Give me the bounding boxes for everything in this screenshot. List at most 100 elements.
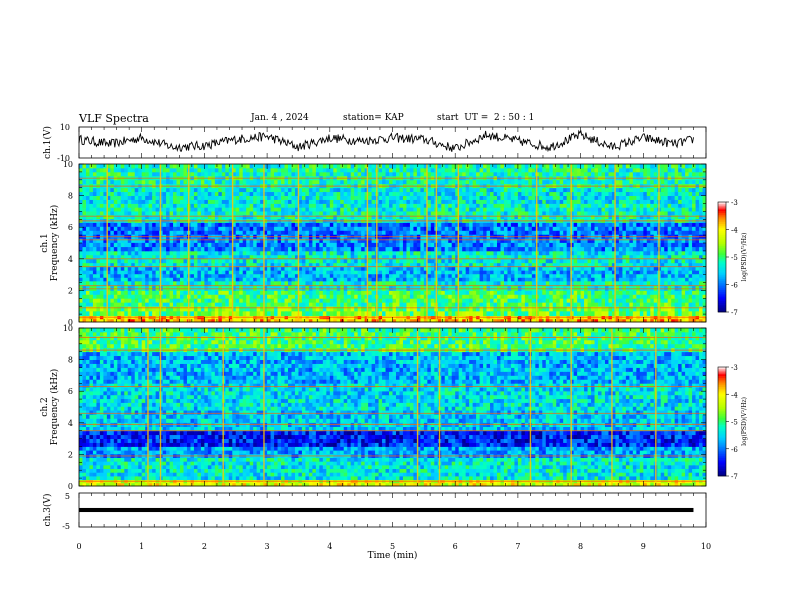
spectro-cell — [591, 273, 595, 278]
spectro-cell — [235, 302, 240, 307]
spectro-cell — [92, 277, 97, 282]
spectro-cell — [598, 230, 602, 235]
spectro-cell — [427, 226, 432, 231]
spectro-cell — [389, 285, 393, 291]
spectro-cell — [591, 290, 595, 295]
spectro-cell — [594, 258, 599, 264]
spectro-cell — [692, 302, 696, 307]
spectro-cell — [124, 298, 129, 303]
spectro-cell — [462, 270, 467, 275]
spectro-cell — [291, 290, 296, 295]
spectro-cell — [89, 211, 94, 216]
spectro-cell — [124, 290, 129, 295]
spectro-cell — [566, 306, 571, 312]
spectro-cell — [232, 294, 237, 299]
spectro-cell — [430, 258, 435, 264]
spectro-cell — [549, 262, 554, 268]
spectro-cell — [371, 238, 376, 243]
spectro-cell — [228, 280, 233, 287]
spectro-cell — [674, 270, 679, 275]
spectro-cell — [416, 298, 421, 303]
spectro-cell — [117, 250, 122, 256]
spectro-cell — [343, 285, 348, 291]
spectro-cell — [155, 310, 160, 317]
spectro-cell — [490, 230, 494, 235]
spectro-cell — [200, 230, 205, 235]
spectro-cell — [695, 222, 700, 227]
spectro-cell — [437, 242, 442, 248]
spectro-cell — [200, 250, 205, 256]
spectro-cell — [580, 238, 585, 243]
spectro-cell — [692, 262, 696, 268]
spectro-cell — [639, 238, 644, 243]
spectro-cell — [646, 280, 651, 287]
spectro-cell — [106, 250, 111, 256]
spectro-cell — [611, 273, 616, 278]
spectro-cell — [308, 262, 313, 268]
spectro-cell — [625, 290, 630, 295]
spectro-cell — [622, 294, 627, 299]
spectro-cell — [333, 238, 338, 243]
spectro-cell — [604, 230, 609, 235]
spectro-cell — [333, 242, 338, 248]
spectro-cell — [406, 273, 411, 278]
spectro-cell — [566, 273, 571, 278]
spectro-cell — [113, 273, 118, 278]
spectro-cell — [538, 280, 543, 287]
spectro-cell — [420, 246, 425, 252]
spectro-cell — [253, 277, 258, 282]
spectro-cell — [340, 250, 345, 256]
spectro-cell — [643, 280, 648, 287]
spectro-cell — [284, 290, 289, 295]
spectro-cell — [615, 318, 620, 323]
spectro-cell — [639, 258, 644, 264]
spectro-cell — [580, 246, 585, 252]
spectro-cell — [702, 298, 707, 303]
spectro-cell — [413, 285, 418, 291]
spectro-cell — [169, 302, 174, 307]
spectro-cell — [291, 214, 296, 220]
chart-title: VLF Spectra — [79, 112, 149, 125]
spectro-cell — [253, 298, 258, 303]
spectro-cell — [277, 266, 282, 271]
spectro-cell — [162, 258, 167, 264]
spectro-cell — [218, 306, 223, 312]
spectro-cell — [288, 266, 292, 271]
spectro-cell — [138, 318, 143, 323]
spectro-cell — [483, 214, 487, 220]
spectro-cell — [538, 226, 543, 231]
spectro-cell — [549, 250, 554, 256]
spectro-cell — [476, 302, 480, 307]
spectro-cell — [455, 290, 460, 295]
spectro-cell — [531, 298, 536, 303]
spectro-cell — [190, 262, 195, 268]
spectro-cell — [517, 302, 522, 307]
spectro-cell — [225, 262, 230, 268]
spectro-cell — [235, 310, 240, 317]
spectro-cell — [173, 285, 177, 291]
spectro-cell — [528, 262, 533, 268]
spectro-cell — [361, 214, 366, 220]
spectro-cell — [96, 250, 101, 256]
spectro-cell — [702, 310, 707, 317]
spectro-cell — [301, 214, 306, 220]
spectro-cell — [580, 318, 585, 323]
spectro-cell — [594, 273, 599, 278]
spectro-cell — [653, 258, 658, 264]
spectro-cell — [357, 266, 362, 271]
spectro-cell — [235, 238, 240, 243]
spectro-cell — [458, 285, 463, 291]
spectro-cell — [120, 258, 125, 264]
spectro-cell — [542, 222, 547, 227]
spectro-cell — [493, 258, 498, 264]
spectro-cell — [559, 238, 564, 243]
spectro-cell — [699, 310, 703, 317]
spectro-cell — [99, 222, 104, 227]
spectro-cell — [340, 262, 345, 268]
spectro-cell — [267, 277, 271, 282]
spectro-cell — [120, 290, 125, 295]
spectro-cell — [343, 254, 348, 260]
spectro-cell — [695, 306, 700, 312]
spectro-cell — [326, 306, 331, 312]
spectro-cell — [406, 280, 411, 287]
